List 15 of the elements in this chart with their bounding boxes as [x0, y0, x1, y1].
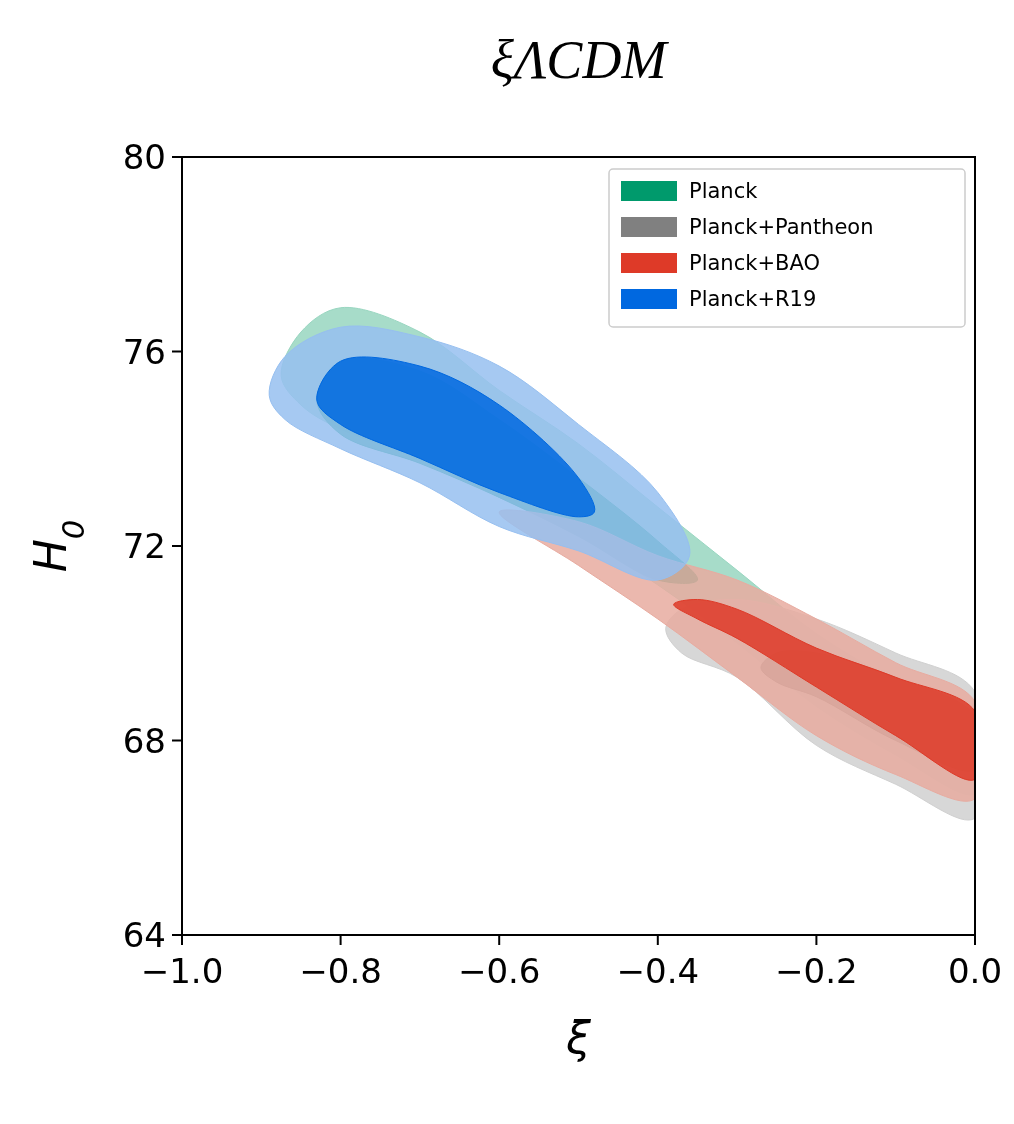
y-tick-label: 76 [122, 331, 166, 372]
x-axis-title: ξ [565, 1012, 592, 1063]
y-tick-label: 80 [122, 137, 166, 177]
x-tick-label: −0.4 [616, 951, 700, 991]
chart-title: ξΛCDM [490, 30, 670, 90]
legend-label: Planck+BAO [689, 251, 820, 275]
y-tick-label: 68 [122, 720, 166, 761]
y-tick-label: 72 [122, 526, 166, 566]
legend-label: Planck+R19 [689, 287, 817, 311]
legend-label: Planck [689, 179, 759, 203]
x-tick-label: −0.8 [299, 951, 382, 991]
x-tick-label: 0.0 [947, 951, 1003, 991]
x-tick-label: −0.6 [457, 951, 541, 991]
legend-label: Planck+Pantheon [689, 215, 874, 239]
x-tick-label: −0.2 [775, 951, 858, 991]
